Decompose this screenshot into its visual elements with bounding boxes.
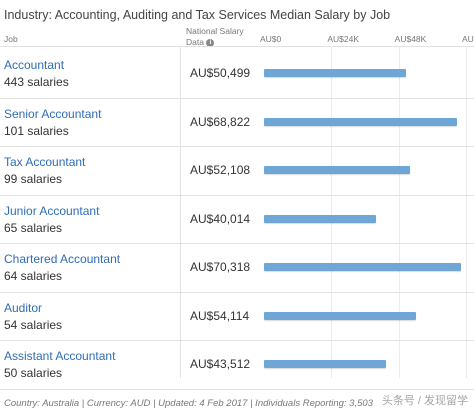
x-tick-label: AU$48K <box>394 34 427 44</box>
job-title-link[interactable]: Senior Accountant <box>4 106 102 121</box>
salary-count: 443 salaries <box>4 75 69 89</box>
salary-bar <box>264 166 411 174</box>
job-title-link[interactable]: Assistant Accountant <box>4 349 116 363</box>
median-salary-label: AU$70,318 <box>190 260 251 274</box>
salary-bar <box>264 311 416 320</box>
salary-data-header-line2: Data <box>186 37 204 47</box>
chart-title: Industry: Accounting, Auditing and Tax S… <box>4 8 391 22</box>
info-icon[interactable]: i <box>206 38 215 47</box>
row-divider <box>0 97 474 99</box>
salary-bar <box>264 263 462 271</box>
column-separator <box>180 46 181 378</box>
salary-bar <box>264 117 458 126</box>
salary-count: 65 salaries <box>4 220 63 235</box>
job-title-link[interactable]: Auditor <box>4 300 43 315</box>
salary-count: 99 salaries <box>4 172 63 186</box>
row-divider <box>0 146 474 147</box>
table-row: Tax Accountant 99 salaries AU$52,108 <box>0 147 474 195</box>
median-salary-label: AU$68,822 <box>190 114 251 129</box>
grid-line <box>466 46 467 378</box>
table-row: Senior Accountant 101 salaries AU$68,822 <box>0 99 474 147</box>
median-salary-label: AU$43,512 <box>190 357 251 371</box>
salary-data-column-header: National Salary Data i <box>186 26 258 48</box>
x-tick-label: AU$7 <box>462 34 474 44</box>
median-salary-label: AU$50,499 <box>190 66 251 80</box>
watermark: 头条号 / 发现留学 <box>381 395 468 407</box>
row-divider <box>0 291 474 293</box>
row-divider <box>0 388 474 390</box>
table-row: Assistant Accountant 50 salaries AU$43,512 <box>0 341 474 389</box>
grid-line <box>331 46 333 378</box>
x-tick-label: AU$24K <box>327 34 359 44</box>
row-divider <box>0 243 474 244</box>
job-title-link[interactable]: Chartered Accountant <box>4 252 121 266</box>
job-title-link[interactable]: Junior Accountant <box>4 203 100 218</box>
row-divider <box>0 340 474 341</box>
header-divider <box>0 46 474 47</box>
median-salary-label: AU$54,114 <box>190 308 250 323</box>
footer-info: Country: Australia | Currency: AUD | Upd… <box>4 398 373 409</box>
table-row: Chartered Accountant 64 salaries AU$70,318 <box>0 244 474 292</box>
salary-count: 50 salaries <box>4 366 63 380</box>
x-tick-label: AU$0 <box>260 34 282 44</box>
job-title-link[interactable]: Tax Accountant <box>4 155 86 169</box>
median-salary-label: AU$52,108 <box>190 163 251 177</box>
row-divider <box>0 194 474 196</box>
median-salary-label: AU$40,014 <box>190 211 251 226</box>
grid-line <box>398 46 400 378</box>
job-column-header: Job <box>4 34 18 44</box>
salary-bar <box>264 69 406 77</box>
salary-bar <box>264 360 387 368</box>
salary-bar <box>264 214 377 223</box>
salary-data-header-line1: National Salary <box>186 26 244 36</box>
table-row: Auditor 54 salaries AU$54,114 <box>0 293 474 341</box>
salary-count: 101 salaries <box>4 123 69 138</box>
salary-count: 64 salaries <box>4 269 63 283</box>
job-title-link[interactable]: Accountant <box>4 58 65 72</box>
table-row: Junior Accountant 65 salaries AU$40,014 <box>0 196 474 244</box>
table-row: Accountant 443 salaries AU$50,499 <box>0 50 474 98</box>
salary-count: 54 salaries <box>4 317 63 332</box>
